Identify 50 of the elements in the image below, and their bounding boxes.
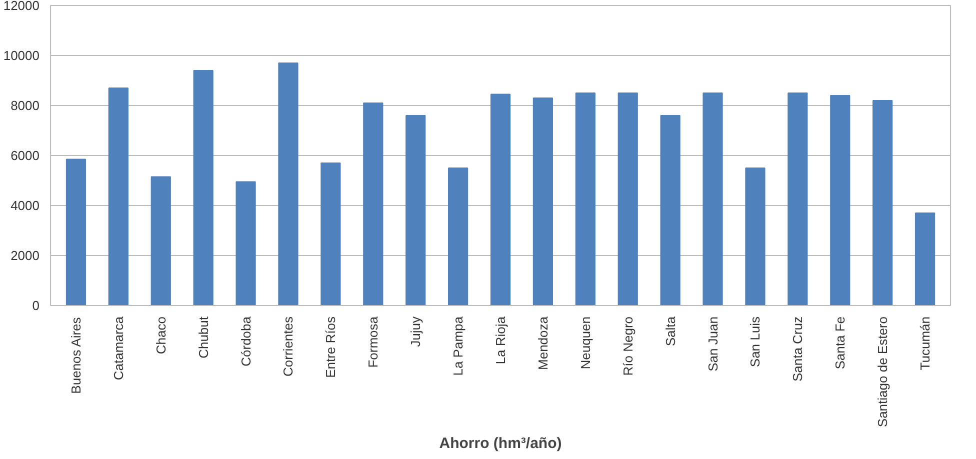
bar (702, 92, 723, 306)
bar (406, 115, 426, 306)
bar (575, 92, 596, 306)
bar (108, 88, 128, 306)
x-tick-label: Córdoba (238, 316, 254, 366)
y-tick-label: 6000 (10, 148, 40, 163)
x-tick-label: La Pampa (450, 316, 466, 376)
x-tick-label: La Rioja (493, 316, 508, 364)
x-tick-label: Corrientes (280, 316, 296, 376)
bar (830, 95, 850, 306)
bar (278, 62, 298, 306)
bar (448, 168, 468, 306)
bar (914, 212, 936, 306)
x-tick-label: Salta (662, 316, 678, 346)
bar (66, 158, 86, 306)
y-tick-label: 0 (32, 298, 40, 313)
x-tick-label: Chaco (153, 316, 168, 354)
x-tick-label: Neuquen (578, 316, 593, 370)
y-tick-label: 12000 (3, 0, 40, 13)
bar (320, 162, 341, 306)
x-tick-label: Formosa (366, 316, 381, 368)
x-tick-label: Santiago de Estero (875, 316, 890, 428)
y-tick-label: 8000 (10, 98, 40, 113)
y-tick-label: 2000 (10, 248, 40, 263)
x-tick-label: Tucumán (918, 316, 933, 370)
x-tick-label: Santa Cruz (790, 316, 806, 382)
bar (660, 115, 680, 306)
x-tick-label: Chubut (196, 316, 211, 358)
y-tick-label: 10000 (3, 48, 40, 63)
bar (872, 100, 893, 306)
x-tick-label: Mendoza (535, 316, 550, 370)
y-tick-label: 4000 (10, 198, 40, 213)
bar (618, 92, 638, 306)
bar (490, 94, 511, 306)
x-tick-label: Catamarca (110, 316, 126, 380)
bar (788, 92, 808, 306)
x-tick-label: Río Negro (620, 316, 636, 376)
bar (745, 168, 766, 306)
bar (363, 102, 384, 306)
x-axis-title: Ahorro (hm³/año) (439, 435, 562, 452)
x-tick-label: Santa Fe (832, 316, 848, 370)
x-tick-label: Buenos Aires (68, 316, 84, 394)
bar (532, 98, 554, 306)
x-tick-label: San Juan (705, 316, 720, 372)
bar (236, 181, 256, 306)
bar (150, 176, 171, 306)
x-tick-label: Jujuy (408, 316, 424, 347)
x-tick-label: San Luis (748, 316, 763, 368)
bar (193, 70, 214, 306)
x-tick-label: Entre Ríos (323, 316, 338, 378)
